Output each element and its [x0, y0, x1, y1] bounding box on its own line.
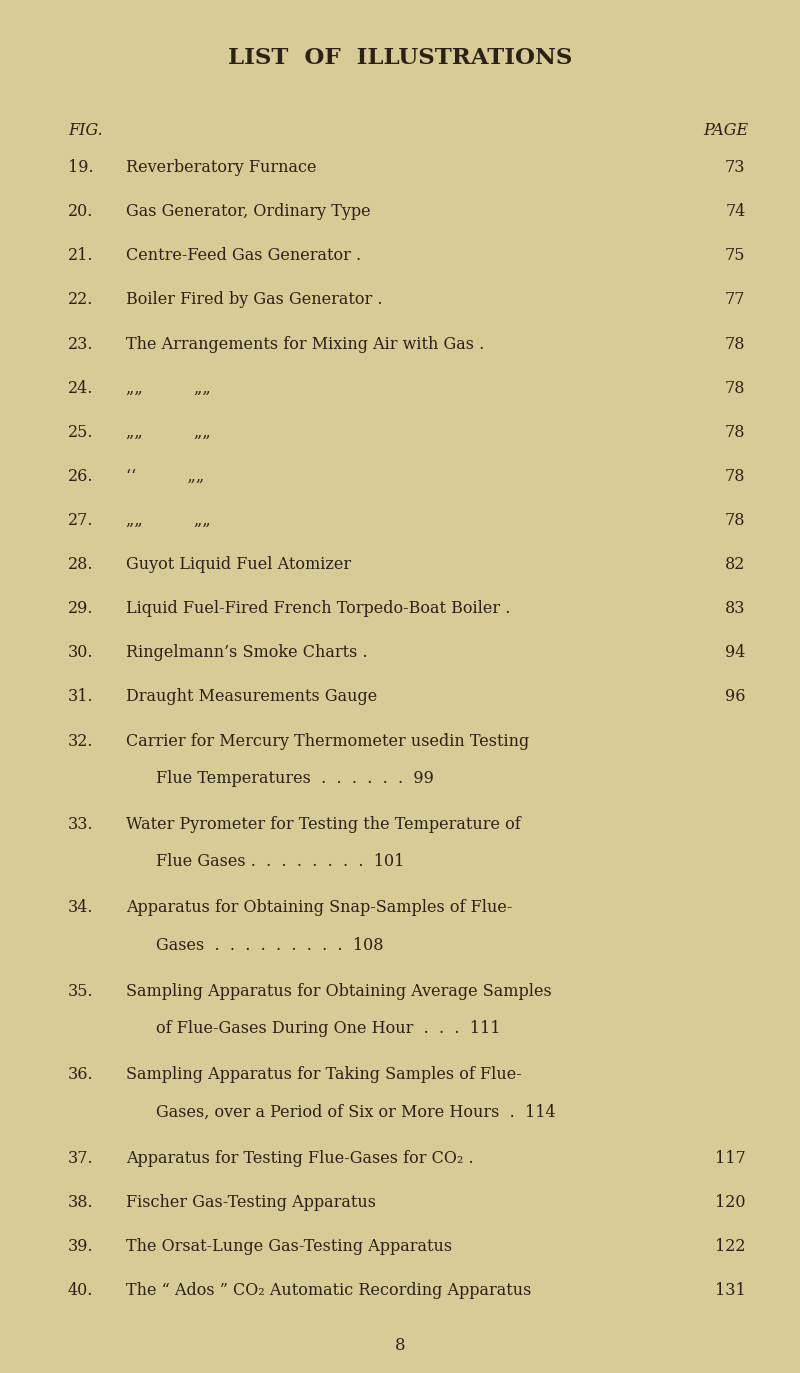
Text: 96: 96 [725, 688, 746, 706]
Text: 19.: 19. [68, 159, 94, 176]
Text: Gases  .  .  .  .  .  .  .  .  .  108: Gases . . . . . . . . . 108 [156, 936, 383, 954]
Text: 35.: 35. [68, 983, 94, 1000]
Text: 38.: 38. [68, 1193, 94, 1211]
Text: 131: 131 [715, 1282, 746, 1299]
Text: Centre-Feed Gas Generator .: Centre-Feed Gas Generator . [126, 247, 362, 264]
Text: 34.: 34. [68, 899, 94, 916]
Text: 75: 75 [725, 247, 746, 264]
Text: Ringelmann’s Smoke Charts .: Ringelmann’s Smoke Charts . [126, 644, 368, 662]
Text: Carrier for Mercury Thermometer useḋin Testing: Carrier for Mercury Thermometer useḋin … [126, 733, 530, 750]
Text: The Arrangements for Mixing Air with Gas .: The Arrangements for Mixing Air with Gas… [126, 335, 485, 353]
Text: 8: 8 [394, 1337, 406, 1354]
Text: Boiler Fired by Gas Generator .: Boiler Fired by Gas Generator . [126, 291, 383, 309]
Text: The “ Ados ” CO₂ Automatic Recording Apparatus: The “ Ados ” CO₂ Automatic Recording App… [126, 1282, 532, 1299]
Text: 31.: 31. [68, 688, 94, 706]
Text: 21.: 21. [68, 247, 94, 264]
Text: Water Pyrometer for Testing the Temperature of: Water Pyrometer for Testing the Temperat… [126, 816, 521, 833]
Text: 26.: 26. [68, 468, 94, 485]
Text: of Flue-Gases During One Hour  .  .  .  111: of Flue-Gases During One Hour . . . 111 [156, 1020, 501, 1037]
Text: 117: 117 [715, 1149, 746, 1167]
Text: 24.: 24. [68, 379, 94, 397]
Text: Guyot Liquid Fuel Atomizer: Guyot Liquid Fuel Atomizer [126, 556, 351, 573]
Text: 78: 78 [725, 335, 746, 353]
Text: 32.: 32. [68, 733, 94, 750]
Text: 122: 122 [715, 1238, 746, 1255]
Text: Flue Temperatures  .  .  .  .  .  .  99: Flue Temperatures . . . . . . 99 [156, 770, 434, 787]
Text: 29.: 29. [68, 600, 94, 618]
Text: 33.: 33. [68, 816, 94, 833]
Text: Gases, over a Period of Six or More Hours  .  114: Gases, over a Period of Six or More Hour… [156, 1104, 556, 1120]
Text: PAGE: PAGE [703, 122, 748, 139]
Text: 120: 120 [715, 1193, 746, 1211]
Text: Apparatus for Testing Flue-Gases for CO₂ .: Apparatus for Testing Flue-Gases for CO₂… [126, 1149, 474, 1167]
Text: „„          „„: „„ „„ [126, 379, 211, 397]
Text: Reverberatory Furnace: Reverberatory Furnace [126, 159, 317, 176]
Text: 82: 82 [726, 556, 746, 573]
Text: 28.: 28. [68, 556, 94, 573]
Text: Draught Measurements Gauge: Draught Measurements Gauge [126, 688, 378, 706]
Text: 94: 94 [726, 644, 746, 662]
Text: FIG.: FIG. [68, 122, 102, 139]
Text: Apparatus for Obtaining Snap-Samples of Flue-: Apparatus for Obtaining Snap-Samples of … [126, 899, 513, 916]
Text: „„          „„: „„ „„ [126, 424, 211, 441]
Text: 37.: 37. [68, 1149, 94, 1167]
Text: „„          „„: „„ „„ [126, 512, 211, 529]
Text: 22.: 22. [68, 291, 94, 309]
Text: 40.: 40. [68, 1282, 94, 1299]
Text: 36.: 36. [68, 1067, 94, 1083]
Text: Fischer Gas-Testing Apparatus: Fischer Gas-Testing Apparatus [126, 1193, 376, 1211]
Text: Gas Generator, Ordinary Type: Gas Generator, Ordinary Type [126, 203, 371, 220]
Text: 25.: 25. [68, 424, 94, 441]
Text: 78: 78 [725, 468, 746, 485]
Text: Sampling Apparatus for Obtaining Average Samples: Sampling Apparatus for Obtaining Average… [126, 983, 552, 1000]
Text: 78: 78 [725, 424, 746, 441]
Text: Flue Gases .  .  .  .  .  .  .  .  101: Flue Gases . . . . . . . . 101 [156, 854, 404, 870]
Text: 77: 77 [725, 291, 746, 309]
Text: 20.: 20. [68, 203, 94, 220]
Text: 30.: 30. [68, 644, 94, 662]
Text: Sampling Apparatus for Taking Samples of Flue-: Sampling Apparatus for Taking Samples of… [126, 1067, 522, 1083]
Text: ‘‘          „„: ‘‘ „„ [126, 468, 205, 485]
Text: 73: 73 [725, 159, 746, 176]
Text: 78: 78 [725, 379, 746, 397]
Text: 78: 78 [725, 512, 746, 529]
Text: Liquid Fuel-Fired French Torpedo-Boat Boiler .: Liquid Fuel-Fired French Torpedo-Boat Bo… [126, 600, 510, 618]
Text: 27.: 27. [68, 512, 94, 529]
Text: 23.: 23. [68, 335, 94, 353]
Text: 39.: 39. [68, 1238, 94, 1255]
Text: 74: 74 [726, 203, 746, 220]
Text: 83: 83 [725, 600, 746, 618]
Text: The Orsat-Lunge Gas-Testing Apparatus: The Orsat-Lunge Gas-Testing Apparatus [126, 1238, 453, 1255]
Text: LIST  OF  ILLUSTRATIONS: LIST OF ILLUSTRATIONS [228, 47, 572, 69]
